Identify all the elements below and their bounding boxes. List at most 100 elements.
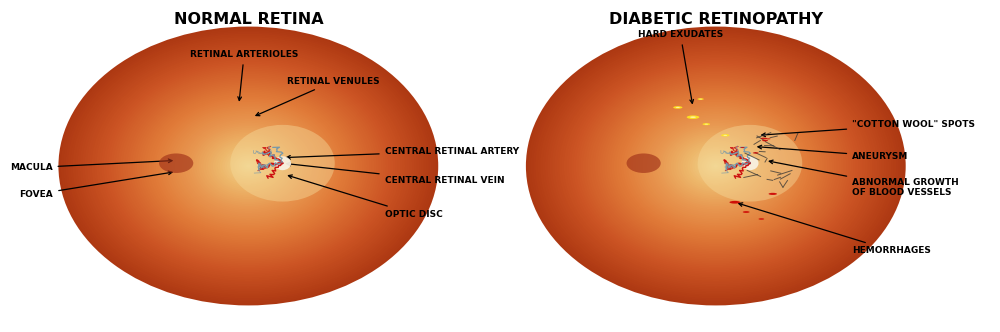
Ellipse shape — [115, 68, 381, 264]
Ellipse shape — [729, 201, 740, 204]
Ellipse shape — [210, 138, 286, 194]
Ellipse shape — [132, 81, 365, 251]
Ellipse shape — [611, 89, 820, 243]
Text: ABNORMAL GROWTH
OF BLOOD VESSELS: ABNORMAL GROWTH OF BLOOD VESSELS — [769, 160, 959, 197]
Ellipse shape — [120, 72, 377, 260]
Text: ANEURYSM: ANEURYSM — [758, 145, 909, 161]
Ellipse shape — [659, 124, 773, 208]
Ellipse shape — [704, 157, 728, 175]
Text: NORMAL RETINA: NORMAL RETINA — [174, 12, 323, 27]
Ellipse shape — [213, 140, 284, 192]
Ellipse shape — [230, 125, 335, 202]
Ellipse shape — [104, 60, 393, 272]
Ellipse shape — [623, 98, 808, 234]
Ellipse shape — [640, 110, 792, 222]
Ellipse shape — [745, 160, 751, 164]
Ellipse shape — [208, 136, 289, 196]
Ellipse shape — [151, 95, 346, 237]
Ellipse shape — [740, 147, 745, 148]
Ellipse shape — [618, 95, 813, 237]
Ellipse shape — [583, 68, 849, 264]
Text: MACULA: MACULA — [10, 159, 172, 172]
Ellipse shape — [566, 56, 865, 276]
Text: RETINAL ARTERIOLES: RETINAL ARTERIOLES — [190, 50, 298, 101]
Ellipse shape — [220, 145, 277, 187]
Ellipse shape — [621, 96, 811, 236]
Ellipse shape — [699, 154, 732, 178]
Ellipse shape — [134, 82, 362, 250]
Ellipse shape — [564, 54, 868, 278]
Ellipse shape — [647, 116, 785, 216]
Ellipse shape — [550, 44, 882, 288]
Ellipse shape — [225, 149, 272, 184]
Ellipse shape — [101, 58, 396, 274]
Ellipse shape — [68, 34, 429, 298]
Ellipse shape — [142, 88, 355, 244]
Ellipse shape — [118, 70, 379, 262]
Ellipse shape — [597, 79, 834, 253]
Ellipse shape — [92, 51, 405, 281]
Ellipse shape — [531, 30, 901, 302]
Ellipse shape — [159, 153, 193, 173]
Ellipse shape — [602, 82, 830, 250]
Ellipse shape — [111, 65, 386, 267]
Ellipse shape — [94, 53, 403, 279]
Ellipse shape — [106, 61, 391, 271]
Ellipse shape — [759, 218, 764, 220]
Ellipse shape — [198, 129, 298, 203]
Text: RETINAL VENULES: RETINAL VENULES — [256, 77, 380, 116]
Ellipse shape — [526, 27, 906, 305]
Ellipse shape — [690, 147, 742, 185]
Ellipse shape — [184, 119, 312, 213]
Ellipse shape — [571, 60, 861, 272]
Text: CENTRAL RETINAL VEIN: CENTRAL RETINAL VEIN — [287, 162, 504, 186]
Ellipse shape — [699, 99, 702, 100]
Ellipse shape — [547, 42, 884, 290]
Ellipse shape — [642, 112, 789, 220]
Text: FOVEA: FOVEA — [19, 171, 172, 199]
Ellipse shape — [73, 37, 424, 295]
Ellipse shape — [690, 117, 696, 118]
Ellipse shape — [215, 142, 282, 191]
Ellipse shape — [206, 135, 291, 197]
Ellipse shape — [232, 154, 265, 178]
Ellipse shape — [697, 152, 735, 180]
Ellipse shape — [627, 153, 661, 173]
Ellipse shape — [666, 129, 766, 203]
Ellipse shape — [616, 93, 815, 239]
Ellipse shape — [535, 34, 896, 298]
Ellipse shape — [671, 133, 761, 199]
Ellipse shape — [557, 49, 875, 283]
Ellipse shape — [561, 53, 870, 279]
Ellipse shape — [697, 98, 704, 100]
Ellipse shape — [652, 119, 780, 213]
Text: "COTTON WOOL" SPOTS: "COTTON WOOL" SPOTS — [762, 120, 975, 136]
Ellipse shape — [607, 86, 825, 246]
Ellipse shape — [163, 103, 334, 229]
Ellipse shape — [70, 35, 426, 297]
Ellipse shape — [194, 126, 303, 206]
Ellipse shape — [654, 121, 778, 211]
Ellipse shape — [576, 63, 856, 269]
Ellipse shape — [649, 117, 782, 215]
Ellipse shape — [540, 37, 891, 295]
Ellipse shape — [130, 79, 367, 253]
Ellipse shape — [99, 56, 398, 276]
Ellipse shape — [156, 98, 341, 234]
Ellipse shape — [723, 135, 727, 136]
Ellipse shape — [569, 58, 863, 274]
Ellipse shape — [203, 133, 293, 199]
Ellipse shape — [61, 28, 436, 304]
Ellipse shape — [683, 142, 749, 191]
Ellipse shape — [668, 131, 763, 201]
Ellipse shape — [236, 157, 260, 175]
Ellipse shape — [241, 161, 255, 171]
Ellipse shape — [161, 102, 336, 230]
Ellipse shape — [201, 131, 296, 201]
Ellipse shape — [628, 102, 804, 230]
Ellipse shape — [578, 65, 853, 267]
Ellipse shape — [604, 84, 827, 248]
Ellipse shape — [179, 116, 317, 216]
Ellipse shape — [626, 100, 806, 232]
Ellipse shape — [175, 112, 322, 220]
